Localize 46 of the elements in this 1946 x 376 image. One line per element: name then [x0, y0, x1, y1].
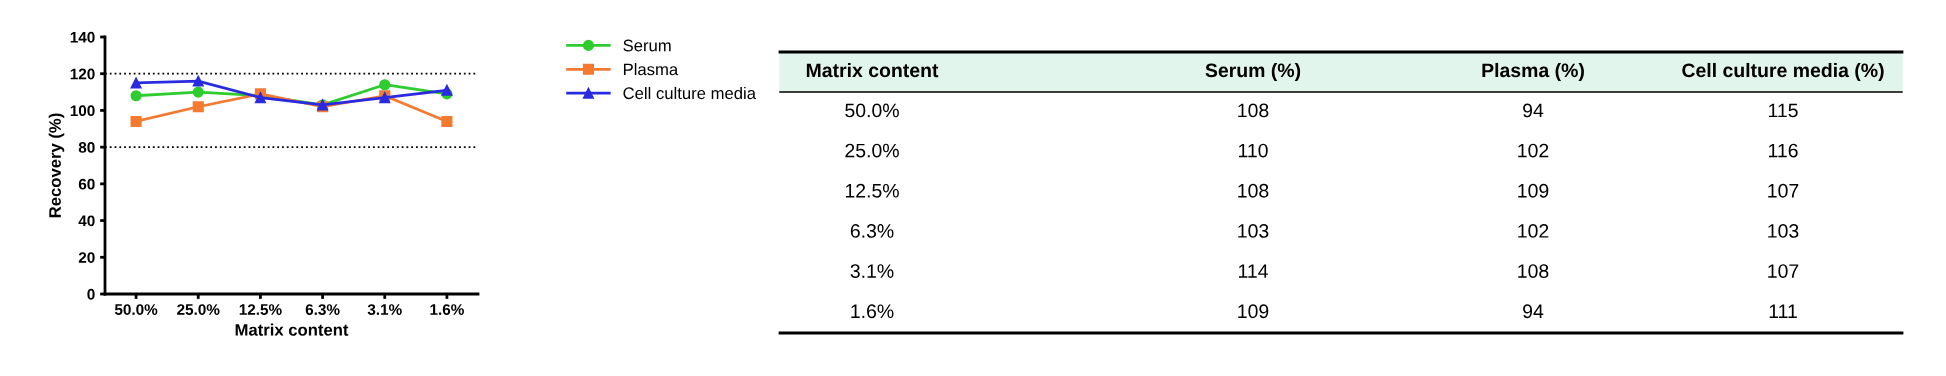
text: 94 [1523, 103, 1544, 118]
y-tick-label: 140 [70, 31, 95, 43]
y-tick-label: 60 [78, 178, 95, 190]
text: 111 [1769, 304, 1797, 318]
y-tick-label: 20 [78, 252, 95, 263]
text: 109 [1518, 183, 1549, 198]
x-tick-label: 50.0% [114, 304, 158, 315]
text: 94 [1523, 304, 1544, 319]
x-tick-label: 6.3% [305, 304, 340, 315]
y-tick-label: 80 [78, 142, 95, 153]
x-tick-label: 25.0% [177, 304, 220, 315]
y-tick-label: 0 [87, 288, 95, 300]
text: 108 [1238, 183, 1269, 198]
text: 103 [1768, 224, 1799, 238]
text: 6.3% [850, 224, 894, 238]
text: 107 [1768, 183, 1799, 198]
text: 102 [1518, 224, 1549, 238]
y-tick-label: 100 [70, 105, 95, 117]
text: 102 [1518, 143, 1549, 158]
legend-label: Serum [623, 39, 671, 52]
text: 107 [1768, 264, 1799, 278]
y-tick-label: 40 [78, 215, 95, 227]
y-axis-title: Recovery (%) [48, 113, 65, 218]
legend-label: Plasma [623, 63, 679, 76]
text: Cell culture media (%) [1682, 62, 1884, 82]
text: 115 [1768, 103, 1798, 118]
text: 116 [1768, 143, 1798, 158]
x-tick-label: 3.1% [367, 304, 402, 315]
y-tick-label: 120 [70, 68, 95, 80]
text: 103 [1238, 224, 1269, 238]
legend-label: Cell culture media [623, 86, 756, 100]
text: Serum (%) [1205, 62, 1301, 82]
text: 12.5% [845, 183, 899, 198]
text: 3.1% [850, 264, 894, 278]
text: 25.0% [845, 143, 899, 158]
text: 108 [1238, 103, 1269, 118]
x-tick-label: 1.6% [430, 304, 464, 315]
text: 110 [1238, 143, 1268, 158]
text: 114 [1238, 264, 1268, 278]
text: Plasma (%) [1482, 62, 1584, 82]
x-axis-title: Matrix content [235, 323, 349, 336]
x-tick-label: 12.5% [239, 304, 282, 315]
text: 108 [1518, 264, 1549, 278]
text: 109 [1238, 304, 1269, 319]
text: Matrix content [806, 62, 939, 78]
text: 50.0% [845, 103, 899, 118]
